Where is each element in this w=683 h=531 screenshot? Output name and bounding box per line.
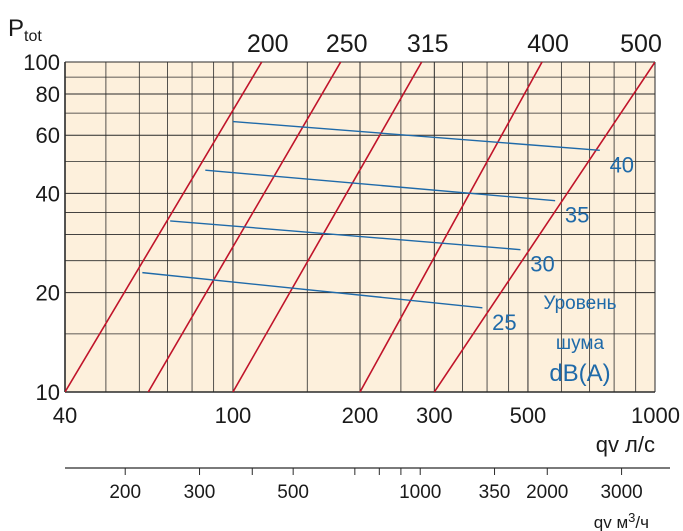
secondary-x-axis: 200 300 500 1000 350 2000 3000 qv м3/ч: [65, 467, 670, 531]
size-curve-200: [65, 62, 263, 392]
size-label-400: 400: [527, 30, 569, 58]
size-label-200: 200: [247, 30, 289, 58]
y-tick-label: 80: [36, 82, 60, 107]
x2-tick-label: 3000: [600, 482, 642, 503]
x2-tick-label: 200: [109, 482, 141, 503]
noise-curve-30: [170, 220, 521, 251]
size-curve-500: [433, 62, 655, 392]
noise-label-25: 25: [492, 310, 516, 335]
noise-title-line3: dB(A): [549, 360, 610, 387]
x2-tick-label: 350: [479, 482, 511, 503]
x-tick-label: 100: [215, 403, 252, 428]
y-axis-label-sub: tot: [24, 28, 42, 45]
y-tick-label: 10: [36, 380, 60, 405]
x-axis-label: qv л/с: [596, 432, 655, 457]
x2-tick-label: 500: [277, 482, 309, 503]
labels: 10 20 40 60 80 100 40 100 200 300 500 1000 Ptot qv л/…: [8, 15, 680, 457]
y-tick-label: 20: [36, 281, 60, 306]
size-curve-315: [232, 62, 423, 392]
y-tick-label: 40: [36, 181, 60, 206]
x-tick-label: 300: [416, 403, 453, 428]
noise-curves: [142, 120, 600, 309]
x2-axis-label: qv м3/ч: [594, 510, 649, 531]
noise-title-line1: Уровень: [543, 293, 616, 314]
x2-tick-label: 1000: [399, 482, 441, 503]
x2-tick-label: 300: [184, 482, 216, 503]
x-tick-label: 500: [510, 403, 547, 428]
size-curve-400: [359, 62, 543, 392]
noise-curve-40: [232, 120, 600, 152]
x2-tick-label: 2000: [526, 482, 568, 503]
x2-axis-label-tail: /ч: [635, 513, 649, 531]
y-tick-label: 60: [36, 123, 60, 148]
y-axis-label: Ptot: [8, 15, 42, 45]
x2-axis-label-sup: 3: [628, 510, 635, 525]
size-label-500: 500: [620, 30, 662, 58]
noise-title-line2: шума: [556, 333, 605, 354]
y-axis-label-main: P: [8, 15, 24, 42]
x-tick-label: 1000: [631, 403, 680, 428]
size-label-315: 315: [407, 30, 449, 58]
size-curves: [65, 62, 655, 392]
x-tick-label: 40: [53, 403, 77, 428]
noise-label-30: 30: [530, 252, 554, 277]
y-tick-label: 100: [23, 50, 60, 75]
noise-label-40: 40: [610, 152, 634, 177]
noise-curve-35: [205, 169, 556, 202]
size-label-250: 250: [326, 30, 368, 58]
noise-curve-25: [142, 271, 483, 309]
x2-axis-label-main: qv м: [594, 513, 628, 531]
x-tick-label: 200: [342, 403, 379, 428]
noise-label-35: 35: [565, 203, 589, 228]
